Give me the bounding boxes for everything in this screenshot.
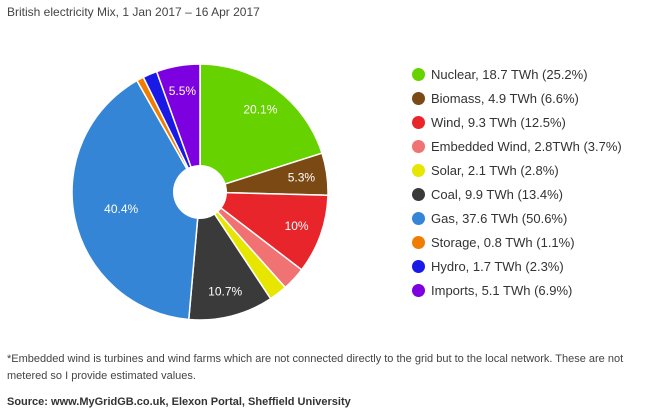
legend-item-hydro: Hydro, 1.7 TWh (2.3%) (412, 254, 622, 278)
pie-slice-coal (187, 189, 272, 321)
pie-chart: 20.1% 5.3% 10% 10.7% 40.4% 5.5% (71, 63, 329, 321)
legend-label-nuclear: Nuclear, 18.7 TWh (25.2%) (431, 66, 588, 82)
legend-label-hydro: Hydro, 1.7 TWh (2.3%) (431, 258, 564, 274)
legend-item-solar: Solar, 2.1 TWh (2.8%) (412, 158, 622, 182)
legend-swatch-gas (412, 211, 425, 225)
legend-item-storage: Storage, 0.8 TWh (1.1%) (412, 230, 622, 254)
legend-item-biomass: Biomass, 4.9 TWh (6.6%) (412, 86, 622, 110)
legend-label-imports: Imports, 5.1 TWh (6.9%) (431, 282, 573, 298)
pie-center-hole (173, 165, 227, 219)
pie-slice-imports (155, 63, 201, 193)
slice-label-imports: 5.5% (169, 84, 197, 98)
legend-swatch-hydro (412, 259, 425, 273)
legend-label-storage: Storage, 0.8 TWh (1.1%) (431, 234, 575, 250)
slice-label-gas: 40.4% (104, 202, 138, 216)
legend-swatch-nuclear (412, 67, 425, 81)
pie-slice-nuclear (199, 63, 323, 194)
footnote: *Embedded wind is turbines and wind farm… (7, 353, 624, 382)
legend-item-imports: Imports, 5.1 TWh (6.9%) (412, 278, 622, 302)
slice-label-biomass: 5.3% (288, 171, 316, 185)
source-credit: Source: www.MyGridGB.co.uk, Elexon Porta… (7, 396, 351, 408)
legend-swatch-imports (412, 283, 425, 297)
legend: Nuclear, 18.7 TWh (25.2%) Biomass, 4.9 TW… (412, 62, 622, 302)
legend-swatch-biomass (412, 91, 425, 105)
legend-swatch-storage (412, 235, 425, 249)
legend-label-solar: Solar, 2.1 TWh (2.8%) (431, 162, 559, 178)
slice-label-coal: 10.7% (208, 284, 242, 298)
legend-label-embedded-wind: Embedded Wind, 2.8TWh (3.7%) (431, 138, 622, 154)
legend-item-gas: Gas, 37.6 TWh (50.6%) (412, 206, 622, 230)
legend-item-coal: Coal, 9.9 TWh (13.4%) (412, 182, 622, 206)
legend-swatch-wind (412, 115, 425, 129)
slice-label-wind: 10% (285, 219, 309, 233)
legend-swatch-coal (412, 187, 425, 201)
legend-swatch-solar (412, 163, 425, 177)
legend-item-embedded-wind: Embedded Wind, 2.8TWh (3.7%) (412, 134, 622, 158)
legend-label-wind: Wind, 9.3 TWh (12.5%) (431, 114, 566, 130)
slice-label-nuclear: 20.1% (243, 102, 277, 116)
legend-item-nuclear: Nuclear, 18.7 TWh (25.2%) (412, 62, 622, 86)
pie-slice-gas (71, 79, 201, 321)
legend-label-biomass: Biomass, 4.9 TWh (6.6%) (431, 90, 579, 106)
legend-swatch-embedded-wind (412, 139, 425, 153)
pie-slice-wind (197, 191, 329, 271)
chart-title: British electricity Mix, 1 Jan 2017 – 16… (7, 5, 260, 19)
legend-label-gas: Gas, 37.6 TWh (50.6%) (431, 210, 568, 226)
legend-label-coal: Coal, 9.9 TWh (13.4%) (431, 186, 563, 202)
legend-item-wind: Wind, 9.3 TWh (12.5%) (412, 110, 622, 134)
